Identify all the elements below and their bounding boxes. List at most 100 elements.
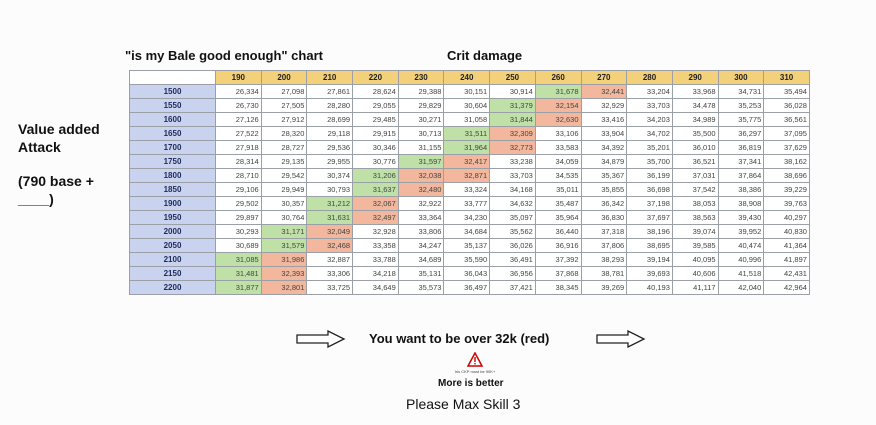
table-cell: 41,518	[717, 266, 765, 281]
side-label-line2: Attack	[18, 139, 61, 155]
table-cell: 33,703	[626, 98, 673, 113]
table-cell: 32,929	[580, 98, 628, 113]
row-header-1550: 1550	[129, 98, 216, 113]
side-label-line1: Value added	[18, 121, 100, 137]
table-cell: 34,684	[443, 224, 491, 239]
table-cell: 38,162	[763, 154, 810, 169]
table-cell: 30,793	[306, 182, 354, 197]
right-arrow-icon-2	[596, 330, 646, 348]
table-cell: 30,374	[306, 168, 354, 183]
table-cell: 37,392	[534, 252, 582, 267]
warning-note: his CKP must be 90K+	[455, 369, 496, 374]
row-header-2200: 2200	[129, 280, 216, 295]
table-cell: 31,597	[397, 154, 445, 169]
table-cell: 37,806	[580, 238, 628, 253]
table-cell: 41,364	[763, 238, 810, 253]
table-cell: 35,590	[443, 252, 491, 267]
table-cell: 36,521	[671, 154, 719, 169]
column-header-190: 190	[215, 70, 262, 85]
chart-title: "is my Bale good enough" chart	[125, 48, 323, 63]
table-cell: 33,806	[397, 224, 445, 239]
table-cell: 29,388	[397, 84, 445, 99]
table-cell: 34,879	[580, 154, 628, 169]
table-row: 1950 29,897 30,764 31,631 32,497 33,364 34,230…	[129, 210, 810, 225]
table-cell: 31,631	[306, 210, 354, 225]
table-cell: 39,952	[717, 224, 765, 239]
table-cell: 27,861	[306, 84, 354, 99]
table-cell: 33,324	[443, 182, 491, 197]
column-header-240: 240	[443, 70, 491, 85]
column-header-250: 250	[489, 70, 536, 85]
table-cell: 33,788	[352, 252, 399, 267]
table-cell: 33,358	[352, 238, 399, 253]
table-cell: 30,689	[215, 238, 262, 253]
table-cell: 37,341	[717, 154, 765, 169]
table-cell: 34,689	[397, 252, 445, 267]
table-cell: 27,126	[215, 112, 262, 127]
table-cell: 36,698	[626, 182, 673, 197]
table-cell: 29,897	[215, 210, 262, 225]
table-cell: 41,897	[763, 252, 810, 267]
table-cell: 34,731	[717, 84, 765, 99]
column-title: Crit damage	[447, 48, 523, 63]
table-row: 1500 26,334 27,098 27,861 28,624 29,388 30,151…	[129, 84, 810, 99]
table-row: 2050 30,689 31,579 32,468 33,358 34,247 35,137…	[129, 238, 810, 253]
table-cell: 30,293	[215, 224, 262, 239]
table-cell: 34,059	[534, 154, 582, 169]
row-header-1500: 1500	[129, 84, 216, 99]
table-cell: 33,416	[580, 112, 628, 127]
table-cell: 32,049	[306, 224, 354, 239]
table-cell: 30,151	[443, 84, 491, 99]
side-label-line4: ____)	[18, 191, 54, 207]
table-cell: 32,468	[306, 238, 354, 253]
table-cell: 40,474	[717, 238, 765, 253]
table-cell: 40,297	[763, 210, 810, 225]
row-header-2000: 2000	[129, 224, 216, 239]
table-cell: 29,502	[215, 196, 262, 211]
table-cell: 32,480	[397, 182, 445, 197]
table-cell: 32,393	[260, 266, 308, 281]
table-cell: 32,154	[534, 98, 582, 113]
row-header-1650: 1650	[129, 126, 216, 141]
table-cell: 37,198	[626, 196, 673, 211]
table-cell: 37,629	[763, 140, 810, 155]
table-cell: 27,522	[215, 126, 262, 141]
table-cell: 30,271	[397, 112, 445, 127]
table-cell: 39,430	[717, 210, 765, 225]
table-cell: 27,098	[260, 84, 308, 99]
table-cell: 34,392	[580, 140, 628, 155]
table-cell: 36,297	[717, 126, 765, 141]
table-cell: 31,579	[260, 238, 308, 253]
table-cell: 28,727	[260, 140, 308, 155]
table-header-row: 190 200 210 220 230 240 250 260 270 280 290 300 310	[129, 70, 810, 85]
table-cell: 32,417	[443, 154, 491, 169]
table-cell: 39,229	[763, 182, 810, 197]
table-cell: 35,201	[626, 140, 673, 155]
column-header-300: 300	[717, 70, 765, 85]
table-cell: 37,864	[717, 168, 765, 183]
table-cell: 36,956	[489, 266, 536, 281]
table-cell: 28,280	[306, 98, 354, 113]
table-cell: 35,700	[626, 154, 673, 169]
table-cell: 33,583	[534, 140, 582, 155]
table-cell: 37,318	[580, 224, 628, 239]
table-cell: 31,678	[534, 84, 582, 99]
table-cell: 35,131	[397, 266, 445, 281]
table-cell: 38,781	[580, 266, 628, 281]
table-cell: 32,928	[352, 224, 399, 239]
table-cell: 33,106	[534, 126, 582, 141]
table-cell: 41,117	[671, 280, 719, 295]
table-cell: 40,095	[671, 252, 719, 267]
table-cell: 38,908	[717, 196, 765, 211]
table-cell: 33,725	[306, 280, 354, 295]
table-cell: 30,914	[489, 84, 536, 99]
row-header-1600: 1600	[129, 112, 216, 127]
table-cell: 39,194	[626, 252, 673, 267]
row-header-1800: 1800	[129, 168, 216, 183]
table-cell: 38,696	[763, 168, 810, 183]
table-row: 1850 29,106 29,949 30,793 31,637 32,480 33,324…	[129, 182, 810, 197]
table-cell: 37,542	[671, 182, 719, 197]
table-cell: 26,334	[215, 84, 262, 99]
row-header-1750: 1750	[129, 154, 216, 169]
table-cell: 31,171	[260, 224, 308, 239]
